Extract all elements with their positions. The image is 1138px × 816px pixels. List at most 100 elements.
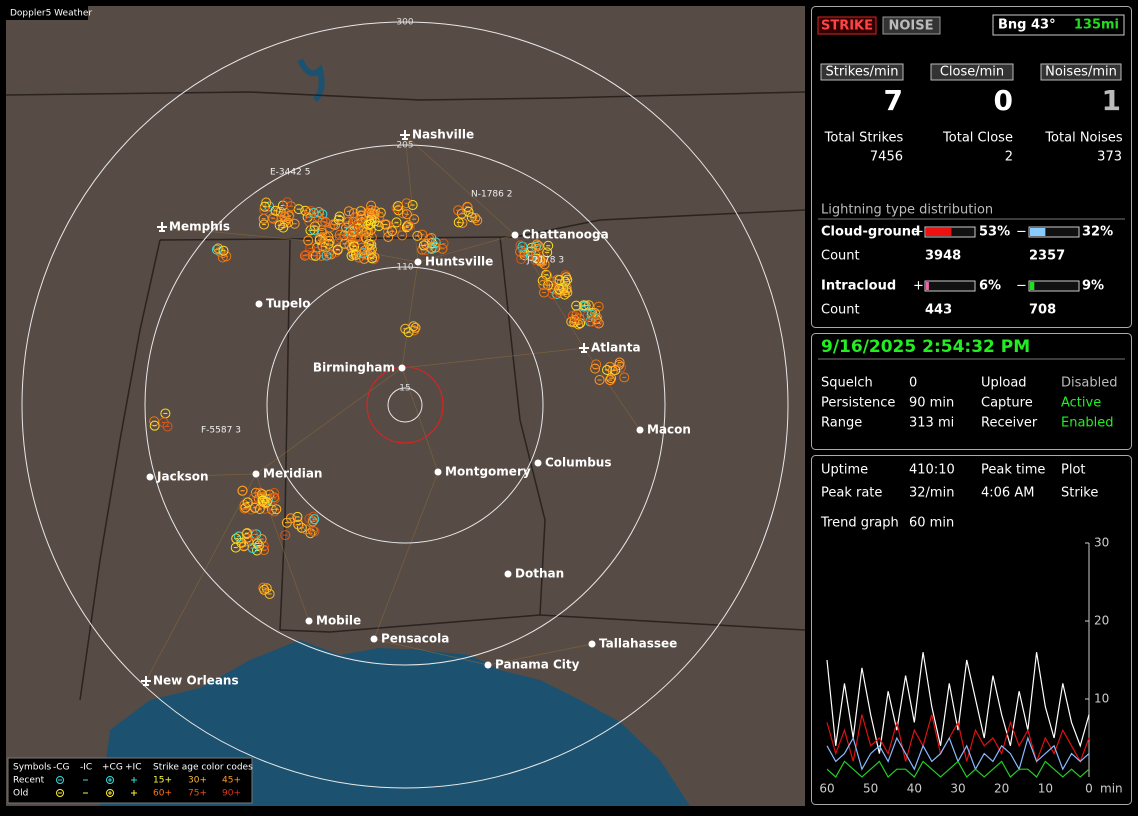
strike-symbol xyxy=(260,498,271,509)
x-tick-label: 0 xyxy=(1085,782,1093,796)
strike-button-label[interactable]: STRIKE xyxy=(821,19,873,34)
strike-symbol xyxy=(323,248,334,259)
trend-info-cell: Peak rate xyxy=(821,486,882,501)
status-cell: Upload xyxy=(981,376,1027,391)
strike-symbol xyxy=(360,226,371,237)
strike-symbol xyxy=(242,528,253,539)
city-label: Tallahassee xyxy=(599,637,677,651)
strike-symbol xyxy=(309,221,320,232)
legend-age: 45+ xyxy=(222,776,241,786)
trend-info-cell: Uptime xyxy=(821,463,868,478)
city-label: Chattanooga xyxy=(522,228,609,242)
strike-symbol xyxy=(365,205,376,216)
strikes xyxy=(149,197,630,599)
trend-chart: 10 20 30 60 50 40 30 20 10 0 min xyxy=(819,536,1122,796)
dist-bar xyxy=(1030,228,1046,236)
strike-symbol xyxy=(578,301,589,312)
strike-symbol xyxy=(309,224,320,235)
lake xyxy=(297,58,325,103)
range-ring xyxy=(21,21,789,789)
strike-symbol xyxy=(409,214,420,225)
strike-symbol xyxy=(300,524,311,535)
state-lines xyxy=(6,91,805,701)
status-cell: Squelch xyxy=(821,376,873,391)
strike-symbol xyxy=(366,239,377,250)
strike-symbol xyxy=(456,208,467,219)
x-unit: min xyxy=(1100,782,1123,796)
strike-symbol xyxy=(361,226,372,237)
strike-symbol xyxy=(593,318,604,329)
map: 300 205 110 15 Nashville Memphis Chattanooga H… xyxy=(6,6,805,806)
strike-symbol xyxy=(242,497,253,508)
cell-label: F-5587 3 xyxy=(201,426,241,436)
legend-row: Old xyxy=(13,789,28,799)
strike-symbol xyxy=(162,421,173,432)
strike-symbol xyxy=(368,254,379,265)
trend-info-cell: 4:06 AM xyxy=(981,486,1034,501)
strike-button[interactable] xyxy=(817,16,877,35)
rate-label: Strikes/min xyxy=(825,65,898,80)
legend-age: 30+ xyxy=(188,776,207,786)
strike-symbol xyxy=(330,247,341,258)
x-tick-label: 50 xyxy=(863,782,878,796)
x-tick-label: 10 xyxy=(1038,782,1053,796)
strike-symbol xyxy=(289,218,300,229)
count-label: Count xyxy=(821,249,860,264)
strike-symbol xyxy=(271,504,282,515)
bar-frame xyxy=(1028,226,1080,238)
strike-symbol xyxy=(400,323,411,334)
airport-icon xyxy=(579,343,589,353)
city-label: Pensacola xyxy=(381,632,449,646)
city-dot xyxy=(511,231,519,239)
total-value: 373 xyxy=(1097,150,1122,165)
strike-symbol xyxy=(541,269,552,280)
distance: 135mi xyxy=(1074,18,1119,33)
strike-symbol xyxy=(606,373,617,384)
minus-sign: − xyxy=(1016,279,1027,294)
cell-label: N-1786 2 xyxy=(471,190,512,200)
strike-symbol xyxy=(258,219,269,230)
strike-symbol xyxy=(218,245,229,256)
status-cell: Disabled xyxy=(1061,376,1117,391)
strike-symbol xyxy=(397,230,408,241)
city-dot xyxy=(146,473,154,481)
city-label: Columbus xyxy=(545,456,612,470)
legend: Symbols -CG -IC +CG +IC Strike age color… xyxy=(7,757,253,804)
strike-symbol xyxy=(398,208,409,219)
strike-symbol xyxy=(344,240,355,251)
strike-symbol xyxy=(453,217,464,228)
city-label: Montgomery xyxy=(445,465,531,479)
bearing: Bng 43° xyxy=(998,18,1056,33)
strike-symbol xyxy=(604,361,615,372)
range-rings: 300 205 110 15 xyxy=(21,18,789,789)
city-dot xyxy=(484,661,492,669)
strike-symbol xyxy=(280,530,291,541)
range-ring xyxy=(266,266,544,544)
bar-frame xyxy=(924,280,976,292)
strike-symbol xyxy=(363,219,374,230)
noise-button-label[interactable]: NOISE xyxy=(888,19,933,34)
strike-symbol xyxy=(269,492,280,503)
ring-label: 300 xyxy=(396,18,413,28)
x-tick-label: 60 xyxy=(819,782,834,796)
strike-symbol xyxy=(308,208,319,219)
strike-symbol xyxy=(358,248,369,259)
count-value: 2357 xyxy=(1029,249,1065,264)
strike-symbol xyxy=(542,247,553,258)
strike-symbol xyxy=(548,283,559,294)
strike-symbol xyxy=(305,243,316,254)
strike-symbol xyxy=(261,497,272,508)
x-tick-label: 30 xyxy=(950,782,965,796)
strike-symbol xyxy=(261,583,272,594)
rate-label-box xyxy=(820,63,904,81)
y-tick-label: 30 xyxy=(1094,536,1109,550)
city-label: Jackson xyxy=(156,470,209,484)
stats-box xyxy=(811,6,1132,328)
noise-button[interactable] xyxy=(882,16,941,35)
status-cell: 90 min xyxy=(909,396,954,411)
strike-symbol xyxy=(158,417,169,428)
city-label: Mobile xyxy=(316,614,361,628)
rate-label-box xyxy=(1040,63,1122,81)
count-value: 708 xyxy=(1029,303,1056,318)
dist-pct: 6% xyxy=(979,279,1001,294)
